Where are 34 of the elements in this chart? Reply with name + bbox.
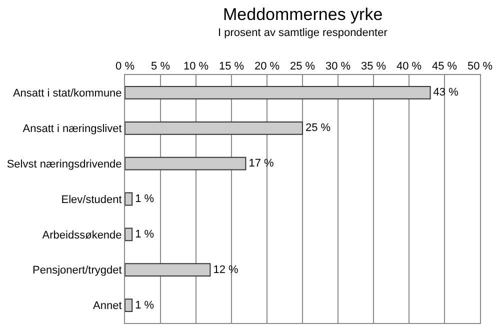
- bar: [125, 156, 246, 170]
- bar: [125, 298, 133, 312]
- y-tick-label: Arbeidssøkende: [42, 229, 122, 242]
- data-label: 12 %: [213, 264, 238, 276]
- data-label: 1 %: [135, 228, 154, 240]
- bar: [125, 263, 211, 277]
- bar: [125, 192, 133, 206]
- bar: [125, 121, 303, 135]
- bar: [125, 228, 133, 242]
- x-tick-label: 30 %: [325, 60, 351, 73]
- y-tick-label: Elev/student: [61, 194, 122, 206]
- x-tick-label: 20 %: [254, 60, 280, 73]
- x-tick-label: 35 %: [360, 60, 386, 73]
- x-tick-label: 45 %: [432, 60, 458, 73]
- x-tick-label: 50 %: [467, 60, 493, 73]
- x-tick-label: 10 %: [183, 60, 209, 73]
- data-label: 17 %: [248, 158, 274, 170]
- data-label: 43 %: [433, 86, 459, 99]
- y-tick-label: Annet: [93, 300, 122, 312]
- data-label: 1 %: [135, 193, 154, 205]
- data-label: 25 %: [306, 122, 331, 134]
- y-tick-label: Selvst næringsdrivende: [6, 158, 122, 170]
- x-tick-label: 40 %: [396, 60, 422, 73]
- bar: [125, 86, 431, 100]
- x-tick-label: 25 %: [290, 60, 316, 73]
- y-tick-label: Ansatt i stat/kommune: [12, 88, 122, 100]
- x-tick-label: 0 %: [116, 60, 135, 73]
- chart-title: Meddommernes yrke: [223, 5, 383, 24]
- y-tick-label: Pensjonert/trygdet: [32, 264, 122, 277]
- y-tick-label: Ansatt i næringslivet: [22, 122, 122, 135]
- x-tick-label: 5 %: [151, 60, 170, 73]
- data-label: 1 %: [135, 299, 154, 312]
- chart-subtitle: I prosent av samtlige respondenter: [218, 27, 388, 39]
- x-tick-label: 15 %: [218, 60, 244, 73]
